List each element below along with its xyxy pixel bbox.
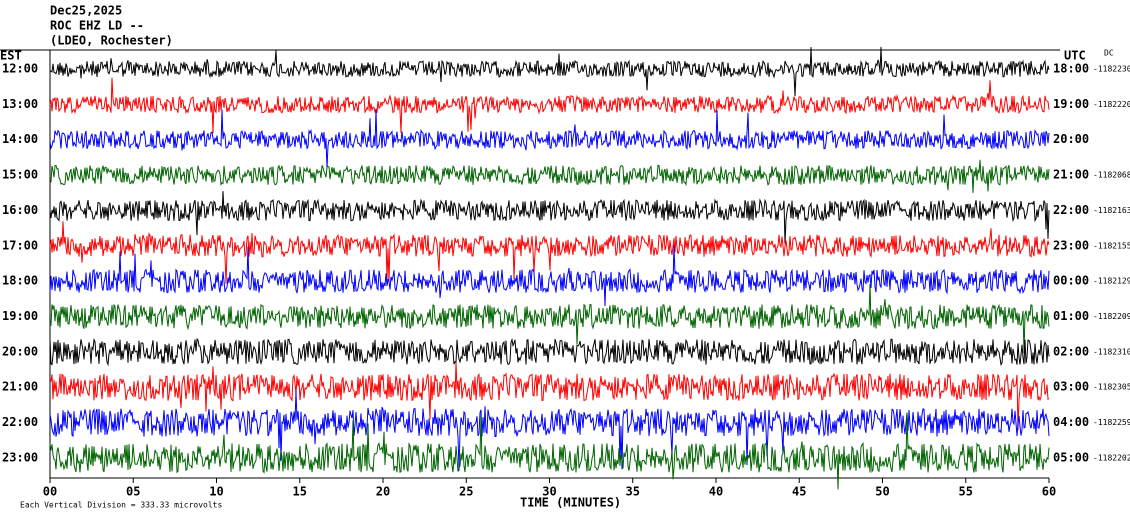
trace [49, 46, 1050, 97]
x-tick-label: 55 [959, 485, 973, 499]
header-network: (LDEO, Rochester) [50, 34, 173, 48]
header-date: Dec25,2025 [50, 4, 122, 18]
est-label: 14:00 [2, 132, 38, 146]
est-label: 13:00 [2, 97, 38, 111]
x-tick-label: 30 [542, 485, 556, 499]
dc-offset: -1182202 [1093, 453, 1130, 462]
x-tick-label: 05 [126, 485, 140, 499]
utc-label: 21:00 [1053, 168, 1089, 182]
est-label: 19:00 [2, 309, 38, 323]
utc-label: 18:00 [1053, 62, 1089, 76]
trace [49, 391, 1050, 471]
est-label: 22:00 [2, 415, 38, 429]
dc-offset: -1182230 [1093, 65, 1130, 74]
est-label: 23:00 [2, 450, 38, 464]
utc-label: 20:00 [1053, 132, 1089, 146]
utc-label: 04:00 [1053, 415, 1089, 429]
x-tick-label: 50 [875, 485, 889, 499]
utc-label: 03:00 [1053, 380, 1089, 394]
x-tick-label: 45 [792, 485, 806, 499]
utc-label: 05:00 [1053, 450, 1089, 464]
x-axis-title: TIME (MINUTES) [520, 496, 621, 510]
x-tick-label: 00 [43, 485, 57, 499]
dc-offset: -1182310 [1093, 347, 1130, 356]
dc-offset: -1182259 [1093, 418, 1130, 427]
x-tick-label: 25 [459, 485, 473, 499]
dc-offset: -1182155 [1093, 241, 1130, 250]
traces [49, 46, 1050, 490]
x-tick-label: 60 [1042, 485, 1056, 499]
est-label: 17:00 [2, 238, 38, 252]
trace [49, 221, 1050, 284]
dc-offset: -1182129 [1093, 277, 1130, 286]
x-tick-label: 20 [376, 485, 390, 499]
dc-offset: -1182163 [1093, 206, 1130, 215]
trace [49, 77, 1050, 134]
trace [49, 412, 1050, 490]
trace [49, 159, 1050, 193]
header-station: ROC EHZ LD -- [50, 19, 144, 33]
est-label: 15:00 [2, 168, 38, 182]
trace [49, 245, 1050, 307]
utc-label: 02:00 [1053, 344, 1089, 358]
est-label: 16:00 [2, 203, 38, 217]
dc-offset: -1182220 [1093, 100, 1130, 109]
right-axis-title: UTC [1064, 49, 1086, 63]
est-label: 12:00 [2, 62, 38, 76]
utc-label: 19:00 [1053, 97, 1089, 111]
dc-offset: -1182209 [1093, 312, 1130, 321]
trace [49, 283, 1050, 354]
utc-label: 22:00 [1053, 203, 1089, 217]
utc-label: 00:00 [1053, 274, 1089, 288]
x-tick-label: 40 [709, 485, 723, 499]
utc-label: 01:00 [1053, 309, 1089, 323]
est-label: 20:00 [2, 344, 38, 358]
est-label: 21:00 [2, 380, 38, 394]
left-axis-title: EST [0, 49, 22, 63]
trace [49, 362, 1050, 431]
trace [49, 337, 1050, 367]
trace [49, 191, 1050, 244]
dc-title: DC [1104, 49, 1114, 58]
x-tick-label: 35 [626, 485, 640, 499]
trace [49, 108, 1050, 169]
x-tick-label: 15 [293, 485, 307, 499]
utc-label: 23:00 [1053, 238, 1089, 252]
footer: Each Vertical Division = 333.33 microvol… [20, 501, 222, 510]
dc-offset: -1182305 [1093, 383, 1130, 392]
x-tick-label: 10 [209, 485, 223, 499]
dc-offset: -1182068 [1093, 171, 1130, 180]
est-label: 18:00 [2, 274, 38, 288]
